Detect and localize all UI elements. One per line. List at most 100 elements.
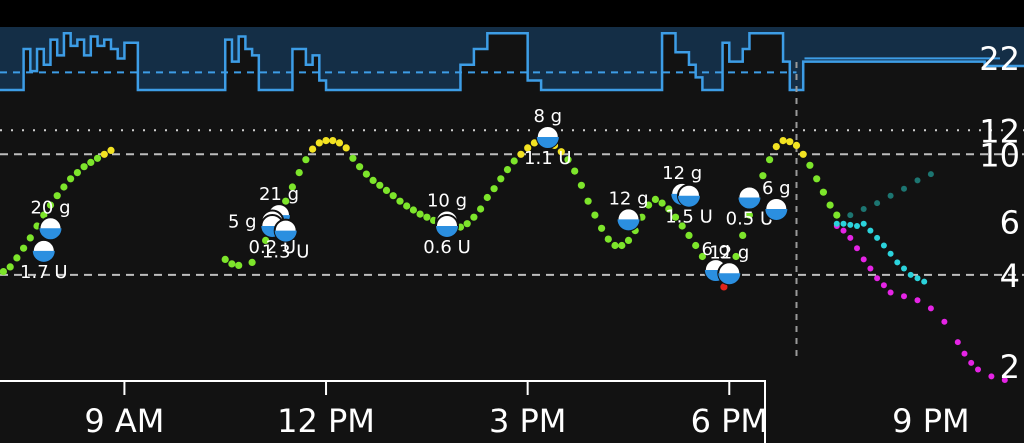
glucose-point <box>6 263 14 271</box>
glucose-point <box>309 145 317 153</box>
prediction-point-cob <box>901 293 907 300</box>
bolus-fill <box>39 228 62 240</box>
prediction-point-cob <box>887 289 894 296</box>
prediction-point-iob <box>854 223 860 229</box>
glucose-point <box>26 234 34 242</box>
bolus-fill <box>617 219 640 231</box>
glucose-point <box>732 252 740 261</box>
glucose-point <box>483 193 491 202</box>
glucose-point <box>799 150 807 158</box>
y-tick-label: 6 <box>1000 204 1020 242</box>
prediction-point-iob <box>914 275 921 282</box>
x-tick-label: 3 PM <box>489 402 566 440</box>
glucose-point <box>302 156 310 164</box>
glucose-point <box>557 148 565 156</box>
glucose-point <box>403 202 411 210</box>
glucose-point <box>490 185 498 193</box>
glucose-point <box>0 268 7 276</box>
prediction-point-iob <box>921 278 928 285</box>
glucose-point <box>584 197 592 205</box>
glucose-point <box>409 206 417 214</box>
glucose-point <box>611 241 619 250</box>
glucose-point <box>20 244 28 252</box>
prediction-point-uam <box>887 192 894 199</box>
glucose-point <box>282 197 290 205</box>
glucose-point <box>786 138 794 146</box>
treatment-label: 1.5 U <box>665 207 713 228</box>
glucose-point <box>685 231 693 239</box>
prediction-point-cob <box>854 245 860 252</box>
treatment-label: 21 g <box>259 184 299 205</box>
bolus-fill <box>32 250 55 262</box>
treatment-label: 8 g <box>533 106 562 127</box>
prediction-point-cob <box>968 359 975 366</box>
prediction-point-iob <box>907 271 914 278</box>
glucose-point <box>228 260 236 268</box>
prediction-point-cob <box>961 350 968 357</box>
treatment-label: 6 g <box>762 178 791 199</box>
treatment-label: 1.1 U <box>524 148 572 169</box>
prediction-point-iob <box>901 265 907 272</box>
glucose-point <box>806 161 814 169</box>
glucose-point <box>759 172 767 180</box>
basal-layer <box>0 27 1024 92</box>
prediction-point-uam <box>901 185 907 192</box>
treatment-label: 1.7 U <box>20 262 68 283</box>
prediction-point-iob <box>880 242 887 249</box>
treatment-label: 20 g <box>30 197 70 218</box>
bolus-fill <box>274 230 297 242</box>
glucose-point <box>591 211 599 219</box>
treatment-label: 12 g <box>662 163 702 184</box>
glucose-point <box>369 176 377 184</box>
prediction-point-iob <box>887 250 894 257</box>
glucose-point <box>530 139 539 147</box>
basal-scale-label: 22 <box>979 40 1020 78</box>
glucose-point <box>87 158 95 166</box>
basal-fill <box>0 27 1024 90</box>
x-tick-label: 9 AM <box>84 402 164 440</box>
glucose-point <box>645 201 653 209</box>
glucose-point <box>651 195 660 203</box>
treatment-label: 10 g <box>427 191 467 212</box>
prediction-point-cob <box>874 275 881 282</box>
glucose-point <box>389 192 397 200</box>
prediction-point-cob <box>988 373 995 380</box>
glucose-point <box>46 201 55 209</box>
prediction-point-cob <box>880 282 887 289</box>
prediction-point-cob <box>975 366 981 373</box>
glucose-point <box>604 235 612 243</box>
glucose-point <box>658 199 666 207</box>
prediction-point-iob <box>847 221 854 228</box>
glucose-point <box>107 146 115 154</box>
treatment-label: 1.3 U <box>262 242 310 263</box>
glucose-point <box>342 144 350 152</box>
glucose-point <box>329 137 337 145</box>
glucose-point <box>510 157 518 165</box>
x-tick-label: 9 PM <box>892 402 969 440</box>
y-tick-label: 10 <box>979 136 1020 174</box>
bolus-fill <box>436 225 459 237</box>
prediction-point-cob <box>941 318 948 325</box>
y-tick-label: 2 <box>1000 348 1020 386</box>
prediction-point-iob <box>894 259 901 266</box>
glucose-point <box>376 181 384 189</box>
y-tick-label: 12 <box>979 112 1020 150</box>
bolus-fill <box>677 195 700 207</box>
glucose-point <box>833 211 841 219</box>
glucose-point <box>517 150 525 158</box>
bolus-fill <box>718 273 741 285</box>
glucose-point <box>819 188 828 196</box>
y-tick-label: 4 <box>1000 257 1020 295</box>
prediction-point-iob <box>860 220 867 227</box>
treatment-label: 12 g <box>608 188 648 209</box>
glucose-point <box>792 141 801 149</box>
glucose-point <box>671 213 680 221</box>
glucose-point <box>262 236 270 244</box>
glucose-point <box>73 169 81 177</box>
glucose-point <box>470 213 478 221</box>
glucose-point <box>598 224 606 232</box>
glucose-point <box>13 254 21 262</box>
x-axis: 9 AM 12 PM 3 PM 6 PM 9 PM <box>0 380 970 443</box>
